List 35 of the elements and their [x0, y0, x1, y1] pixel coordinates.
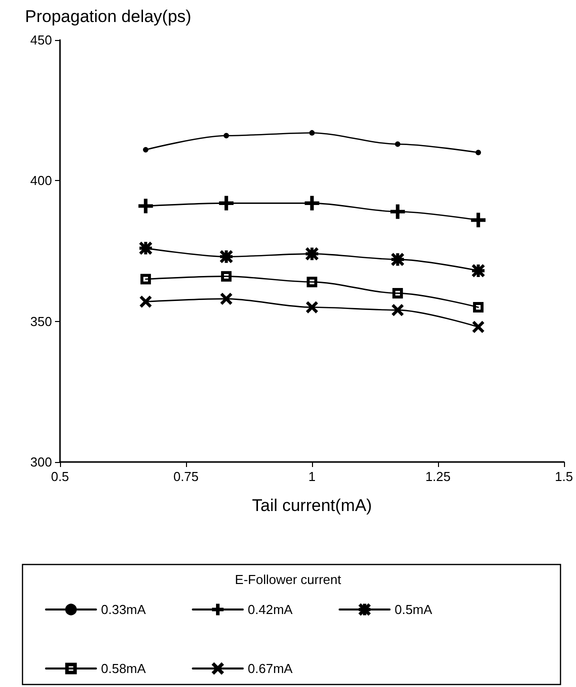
y-tick-label: 350: [30, 314, 52, 329]
point: [142, 146, 148, 152]
point: [471, 212, 486, 228]
point: [476, 150, 482, 156]
x-axis-title: Tail current(mA): [252, 496, 372, 515]
x-tick-label: 1.5: [554, 469, 574, 484]
y-axis-title: Propagation delay(ps): [25, 7, 192, 26]
legend-label: 0.42mA: [248, 602, 293, 617]
point: [392, 288, 403, 298]
point: [219, 196, 234, 210]
point: [394, 141, 400, 147]
y-tick-label: 400: [30, 173, 52, 188]
legend-label: 0.58mA: [101, 661, 146, 676]
legend-label: 0.5mA: [394, 602, 433, 617]
point: [392, 304, 404, 316]
point: [221, 271, 232, 282]
y-tick-label: 300: [30, 454, 52, 470]
point: [473, 302, 484, 313]
legend-title: E-Follower current: [234, 572, 342, 587]
x-tick-label: 1.25: [425, 469, 451, 484]
point: [138, 198, 153, 214]
x-tick-label: 1: [308, 469, 316, 484]
y-tick-label: 450: [30, 32, 52, 48]
point: [304, 196, 320, 210]
legend-label: 0.67mA: [248, 661, 293, 676]
point: [220, 293, 232, 305]
legend-label: 0.33mA: [101, 602, 146, 617]
point: [306, 276, 318, 288]
x-tick-label: 0.5: [50, 469, 70, 484]
point: [390, 204, 405, 219]
point: [140, 296, 152, 308]
point: [224, 132, 230, 138]
point: [309, 130, 315, 136]
point: [140, 274, 151, 284]
x-tick-label: 0.75: [173, 469, 199, 484]
